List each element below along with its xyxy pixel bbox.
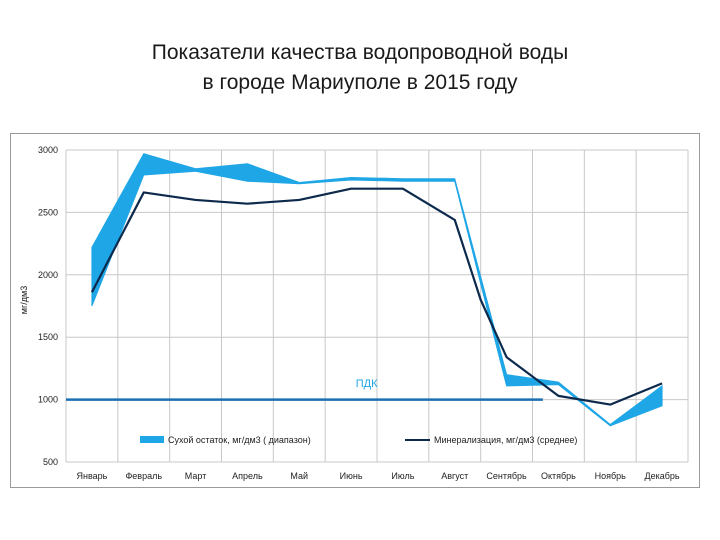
x-tick-label: Август [441,471,468,481]
slide-title: Показатели качества водопроводной воды в… [0,38,720,98]
legend-label-range: Сухой остаток, мг/дм3 ( диапазон) [168,435,311,445]
slide-title-line-1: Показатели качества водопроводной воды [151,41,569,64]
y-axis-label: мг/дм3 [19,286,29,314]
y-tick-label: 2000 [38,270,58,280]
mean-line [90,187,663,406]
slide-title-line-2: в городе Мариуполе в 2015 году [202,71,518,94]
x-tick-label: Февраль [125,471,162,481]
chart-grid [65,149,689,463]
x-tick-label: Ноябрь [595,471,627,481]
x-tick-label: Сентябрь [486,471,527,481]
x-tick-label: Декабрь [645,471,680,481]
y-tick-label: 1000 [38,395,58,405]
x-tick-label: Май [290,471,308,481]
x-tick-label: Октябрь [541,471,576,481]
y-tick-label: 2500 [38,207,58,217]
x-tick-label: Апрель [232,471,263,481]
y-tick-label: 1500 [38,332,58,342]
axis-ticks: 500 1000 1500 2000 2500 3000 Январь Февраль Март… [38,145,680,481]
range-band [91,153,663,427]
legend: Сухой остаток, мг/дм3 ( диапазон) Минера… [140,435,577,445]
range-series [91,153,663,427]
x-tick-label: Июнь [340,471,363,481]
legend-label-mean: Минерализация, мг/дм3 (среднее) [434,435,577,445]
y-tick-label: 500 [43,457,58,467]
mean-line-series [90,187,663,406]
x-tick-label: Январь [76,471,107,481]
x-tick-label: Июль [391,471,414,481]
legend-swatch-range [140,436,164,443]
x-tick-label: Март [185,471,207,481]
y-tick-label: 3000 [38,145,58,155]
annotation-pdk: ПДК [356,378,378,390]
